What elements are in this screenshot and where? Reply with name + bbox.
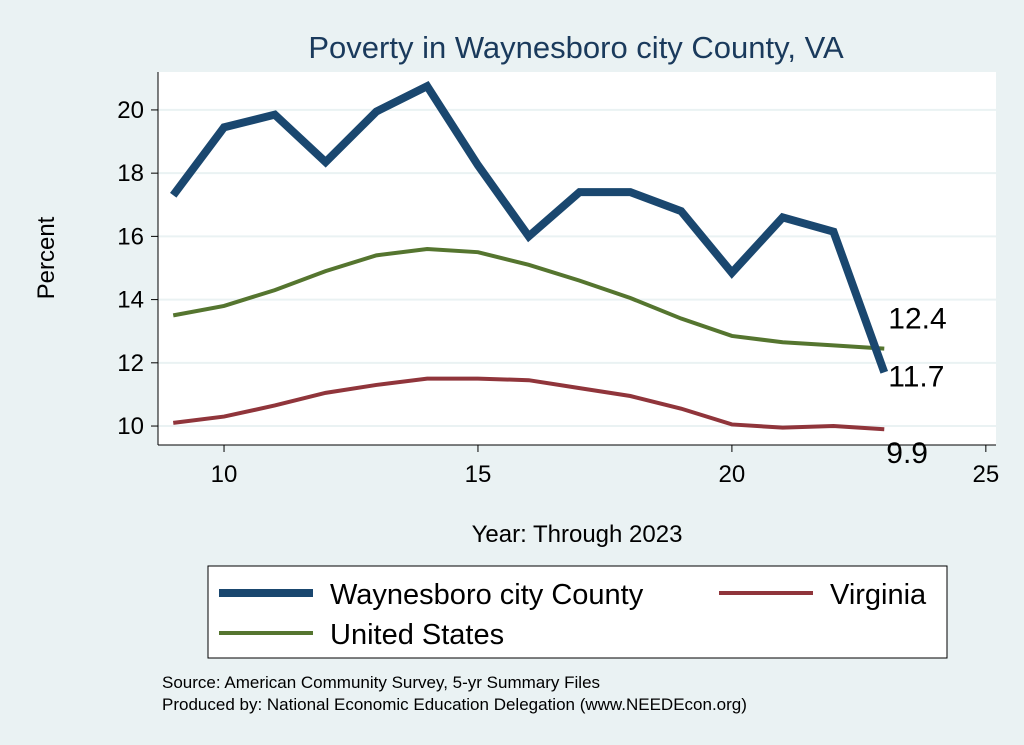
y-axis-title: Percent xyxy=(33,216,60,299)
source-note: Source: American Community Survey, 5-yr … xyxy=(162,673,600,692)
legend-label-virginia: Virginia xyxy=(830,579,927,611)
end-label-virginia: 9.9 xyxy=(886,437,928,470)
end-label-united-states: 12.4 xyxy=(888,303,946,336)
legend-label-waynesboro-city-county: Waynesboro city County xyxy=(330,579,644,611)
end-labels: 11.7 9.9 12.4 xyxy=(886,303,946,471)
y-tick-label-16: 16 xyxy=(117,223,144,250)
y-tick-label-14: 14 xyxy=(117,287,144,314)
end-label-waynesboro-city-county: 11.7 xyxy=(888,360,944,393)
series-lines xyxy=(170,81,889,432)
produced-by-note: Produced by: National Economic Education… xyxy=(162,695,747,714)
x-tick-label-10: 10 xyxy=(211,461,238,488)
series-line-united-states xyxy=(172,247,885,351)
y-tick-label-20: 20 xyxy=(117,97,144,124)
y-tick-label-12: 12 xyxy=(117,350,144,377)
legend: Waynesboro city County Virginia United Sta… xyxy=(219,579,927,651)
y-axis-ticks: 10 12 14 16 18 20 xyxy=(117,97,158,440)
x-tick-label-20: 20 xyxy=(719,461,746,488)
x-tick-label-25: 25 xyxy=(972,461,999,488)
x-axis-title: Year: Through 2023 xyxy=(472,521,683,548)
legend-label-united-states: United States xyxy=(330,619,504,651)
x-tick-label-15: 15 xyxy=(465,461,492,488)
y-tick-label-18: 18 xyxy=(117,160,144,187)
chart-title: Poverty in Waynesboro city County, VA xyxy=(308,30,844,65)
y-tick-label-10: 10 xyxy=(117,413,144,440)
x-axis-ticks: 10 15 20 25 xyxy=(211,445,999,488)
legend-box xyxy=(207,565,948,659)
series-line-virginia xyxy=(172,376,885,432)
gridlines xyxy=(158,108,996,428)
series-line-waynesboro-city-county xyxy=(170,81,889,374)
